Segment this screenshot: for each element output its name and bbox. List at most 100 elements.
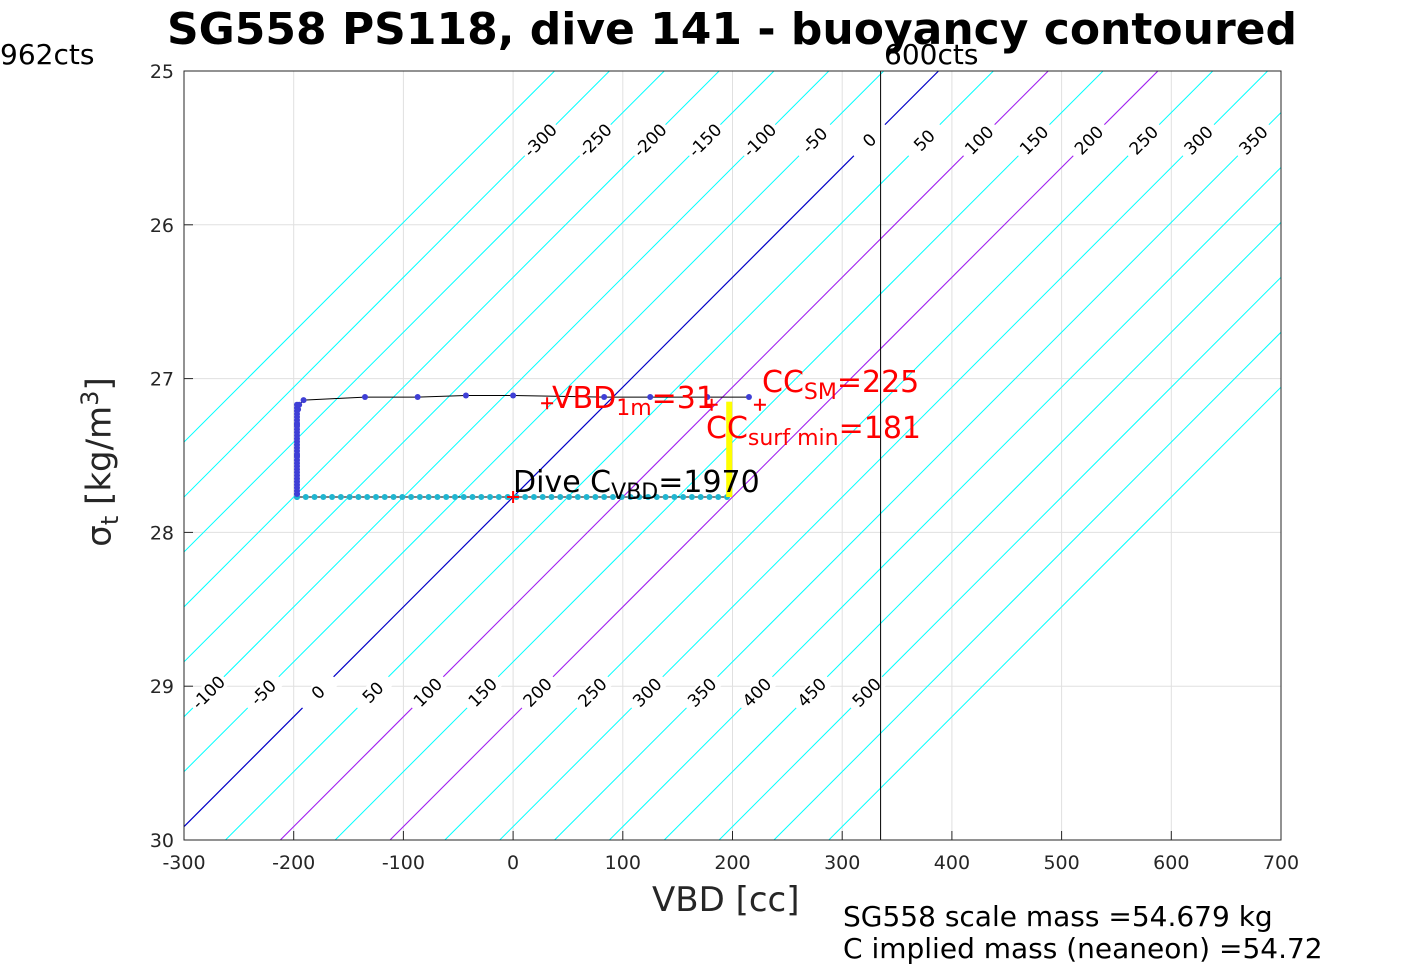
contour-line-400 bbox=[609, 166, 1281, 840]
dive-dot-38 bbox=[627, 494, 634, 501]
contour-label-bg-top-9 bbox=[1012, 118, 1056, 163]
contour-label-bg-top-13 bbox=[1231, 118, 1276, 163]
dive-dot-3 bbox=[320, 494, 327, 501]
dive-dot-37 bbox=[618, 494, 625, 501]
dive-trace bbox=[293, 392, 752, 501]
climb-dot-11 bbox=[647, 394, 654, 401]
contour-label-bg-bottom-3 bbox=[296, 670, 340, 715]
climb-dot-2 bbox=[293, 421, 300, 428]
contour-label-bg-top-2 bbox=[628, 118, 672, 163]
marker-cc_sm bbox=[753, 398, 766, 411]
contour-line-550 bbox=[773, 331, 1281, 840]
marker-cc_surf_min bbox=[705, 398, 718, 411]
contour-line--100 bbox=[184, 71, 830, 718]
cc-sm-sub: SM bbox=[803, 380, 837, 405]
contour-label-bg-bottom-4 bbox=[350, 670, 395, 715]
dive-dot-23 bbox=[495, 494, 502, 501]
x-tick-label-4: 100 bbox=[605, 852, 641, 874]
dive-dot-36 bbox=[609, 494, 616, 501]
y-axis-label: σt [kg/m3] bbox=[76, 377, 124, 546]
y-tick-label-3: 28 bbox=[150, 522, 174, 544]
contour-line-350 bbox=[554, 111, 1281, 840]
dive-dot-19 bbox=[460, 494, 467, 501]
contour-label-top-14: 400 bbox=[1290, 122, 1327, 159]
climb-dot-9 bbox=[510, 392, 517, 399]
y-tick-label-1: 26 bbox=[150, 215, 174, 237]
contour-label-bg-top-12 bbox=[1176, 118, 1221, 163]
contour-label-bg-bottom-1 bbox=[186, 670, 231, 715]
dive-dot-34 bbox=[592, 494, 599, 501]
contour-line-500 bbox=[718, 276, 1281, 840]
x-tick-label-10: 700 bbox=[1263, 852, 1299, 874]
y-axis-close: ] bbox=[79, 377, 120, 391]
dive-dot-35 bbox=[601, 494, 608, 501]
dive-dot-13 bbox=[408, 494, 415, 501]
climb-dot-10 bbox=[601, 394, 608, 401]
contour-label-bg-top-16 bbox=[1396, 118, 1417, 162]
axis-ticks: -300 -200 -100 0 100 200 300 400 500 600 700 25 26 27… bbox=[150, 61, 1299, 874]
dive-dot-42 bbox=[662, 494, 669, 501]
x-tick-label-9: 600 bbox=[1153, 852, 1189, 874]
contour-line--250 bbox=[184, 71, 665, 553]
vbd-1m-prefix: VBD bbox=[552, 381, 617, 416]
contour-line-600 bbox=[828, 386, 1281, 840]
x-tick-label-7: 400 bbox=[934, 852, 970, 874]
climb-dot-13 bbox=[745, 394, 752, 401]
contour-label-bg-top-10 bbox=[1066, 118, 1111, 163]
dive-c-sub: VBD bbox=[611, 480, 659, 505]
contour-label-bg-top-4 bbox=[737, 118, 782, 163]
contour-label-bg-top-7 bbox=[902, 118, 947, 163]
contour-line-0 bbox=[184, 71, 939, 828]
dive-dot-30 bbox=[557, 494, 564, 501]
contour-label-bg-bottom-6 bbox=[460, 670, 505, 715]
contour-line-300 bbox=[499, 71, 1268, 840]
contour-label-bg-top-3 bbox=[682, 118, 727, 163]
contour-line-250 bbox=[444, 71, 1214, 840]
climb-dot-8 bbox=[462, 392, 469, 399]
contour-label-bg-top-0 bbox=[518, 118, 563, 163]
contour-line--350 bbox=[184, 71, 555, 443]
dive-dot-31 bbox=[566, 494, 573, 501]
climb-dot-4 bbox=[296, 401, 303, 408]
y-axis-symbol: σ bbox=[79, 525, 120, 547]
dive-dot-39 bbox=[636, 494, 643, 501]
y-axis-units: [kg/m bbox=[79, 405, 120, 505]
contour-label-bg-top-5 bbox=[792, 118, 837, 163]
dive-dot-40 bbox=[645, 494, 652, 501]
dive-dot-16 bbox=[434, 494, 441, 501]
contour-line-100 bbox=[279, 71, 1049, 840]
x-tick-label-0: -300 bbox=[162, 852, 205, 874]
y-tick-label-5: 30 bbox=[150, 830, 174, 852]
dive-dot-43 bbox=[671, 494, 678, 501]
dive-dot-7 bbox=[355, 494, 362, 501]
dive-dot-18 bbox=[451, 494, 458, 501]
buoyancy-chart: -300 -250 -200 -150 -100 -50 0 50 100 150 200 250 30… bbox=[150, 61, 1417, 874]
cc-surf-value: =181 bbox=[838, 411, 921, 446]
y-tick-label-0: 25 bbox=[150, 61, 174, 83]
contour-label-bg-top-1 bbox=[573, 118, 618, 163]
dive-dot-8 bbox=[364, 494, 371, 501]
y-axis-subscript: t bbox=[96, 515, 125, 526]
dive-dot-29 bbox=[548, 494, 555, 501]
contour-label-bg-top-15 bbox=[1341, 118, 1385, 162]
contour-label-bg-bottom-7 bbox=[515, 670, 560, 715]
contour-line--200 bbox=[184, 71, 720, 608]
contour-label-bg-bottom-10 bbox=[680, 670, 724, 715]
climb-dot-0 bbox=[293, 490, 300, 497]
y-axis-superscript: 3 bbox=[75, 390, 104, 406]
contour-line-50 bbox=[225, 71, 994, 840]
contour-label-bg-top-8 bbox=[957, 118, 1002, 163]
dive-dot-48 bbox=[715, 494, 722, 501]
dive-dot-46 bbox=[697, 494, 704, 501]
dive-dot-1 bbox=[302, 494, 309, 501]
dive-c-vbd-annotation: Dive CVBD=1970 bbox=[513, 468, 760, 504]
cc-surf-sub: surf min bbox=[747, 426, 839, 451]
climb-dot-5 bbox=[300, 397, 307, 404]
contour-line-150 bbox=[334, 71, 1104, 840]
figure: -300 -250 -200 -150 -100 -50 0 50 100 150 200 250 30… bbox=[0, 4, 1417, 965]
dive-dot-5 bbox=[337, 494, 344, 501]
x-axis-label: VBD [cc] bbox=[652, 880, 800, 920]
dive-dot-15 bbox=[425, 494, 432, 501]
contour-label-bg-bottom-13 bbox=[844, 670, 889, 715]
climb-dot-6 bbox=[362, 394, 369, 401]
